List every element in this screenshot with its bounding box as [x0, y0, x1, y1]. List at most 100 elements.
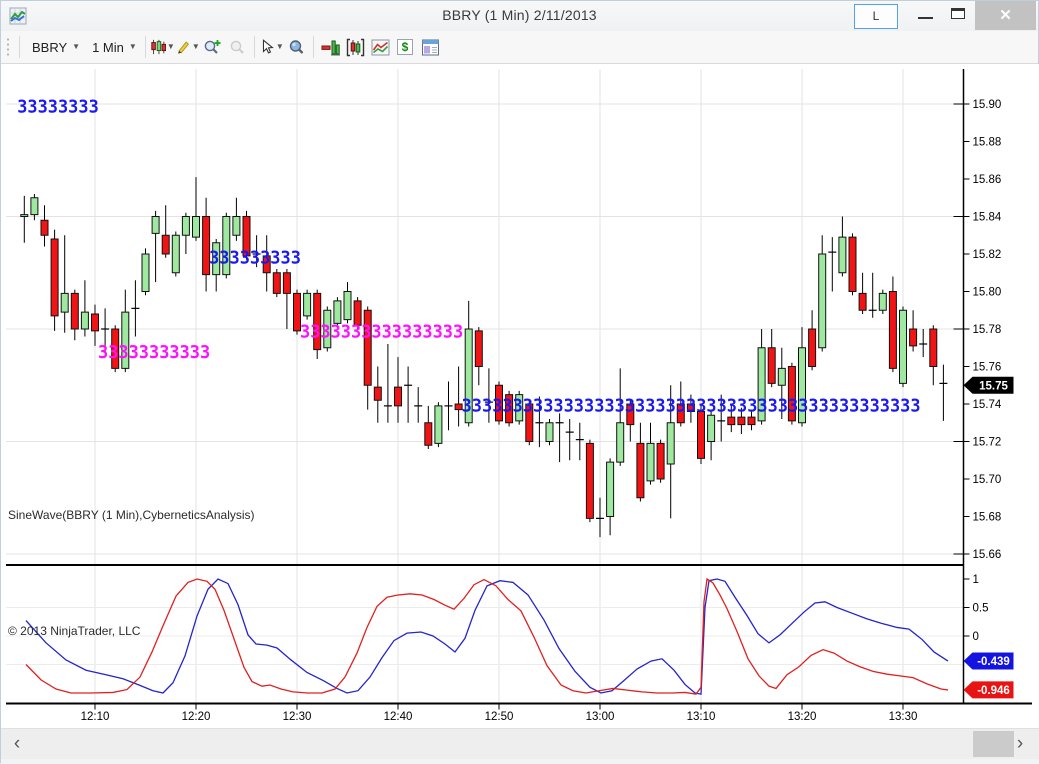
sine-value-badge	[963, 652, 1014, 670]
candle	[161, 205, 170, 258]
candle	[262, 235, 271, 292]
candle	[899, 306, 907, 388]
gridlines	[6, 69, 964, 704]
candle	[181, 212, 190, 254]
candle	[585, 439, 594, 523]
chart-area: 33333333 33333333333 333333333 333333333333…	[1, 64, 1039, 728]
cursor-button[interactable]: ▼	[259, 35, 284, 60]
minimize-icon	[918, 17, 933, 19]
interval-dropdown[interactable]: 1 Min ▼	[84, 37, 141, 58]
chart-trader-button[interactable]	[343, 35, 368, 60]
instrument-label: BBRY	[32, 39, 68, 55]
chart-trader-icon	[346, 38, 365, 56]
candle	[515, 390, 524, 425]
interval-label: 1 Min	[92, 39, 124, 55]
lead-sine-value-badge	[963, 681, 1014, 699]
y-axis-label: 15.76	[973, 362, 1002, 374]
candle	[858, 272, 867, 314]
candle	[474, 327, 483, 386]
candle	[626, 400, 635, 442]
chart-window-button[interactable]	[368, 35, 393, 60]
magnifier-icon	[289, 39, 304, 54]
candle	[919, 329, 928, 358]
scrollbar-thumb[interactable]	[973, 731, 1014, 757]
candle	[212, 239, 221, 292]
chart-style-button[interactable]: ▼	[150, 35, 175, 60]
svg-text:15.75: 15.75	[979, 380, 1008, 392]
y-axis-label: 15.90	[973, 99, 1002, 111]
candle	[151, 210, 160, 283]
candle	[596, 497, 604, 538]
candle	[545, 419, 554, 446]
candle	[535, 396, 544, 448]
candle	[303, 289, 312, 320]
account-dollar-button[interactable]: $	[393, 35, 418, 60]
zoom-out-button[interactable]	[225, 35, 250, 60]
indicators-button[interactable]	[318, 35, 343, 60]
x-axis-label: 13:00	[586, 711, 615, 723]
horizontal-scrollbar[interactable]: ‹ ›	[1, 728, 1039, 760]
signal-marker-chain: 3333333333333333333333333333333333333333…	[462, 396, 921, 416]
candle	[111, 325, 120, 373]
maximize-button[interactable]	[945, 1, 973, 30]
close-button[interactable]: ✕	[975, 1, 1036, 30]
candle	[939, 364, 948, 421]
y-axis-label: 15.68	[973, 512, 1002, 524]
candle	[313, 289, 322, 359]
candle	[555, 413, 564, 463]
svg-text:$: $	[402, 40, 409, 54]
instrument-dropdown[interactable]: BBRY ▼	[24, 37, 84, 58]
chevron-down-icon: ▼	[128, 42, 137, 51]
candle	[141, 248, 150, 296]
magnify-button[interactable]	[284, 35, 309, 60]
candle	[929, 325, 938, 386]
zoom-in-button[interactable]	[200, 35, 225, 60]
toolbar: BBRY ▼ 1 Min ▼ ▼ ▼	[1, 31, 1038, 64]
candle	[282, 269, 291, 329]
chart-canvas[interactable]: 3333333333333333333333333333333333333333…	[1, 64, 1039, 728]
candle	[454, 366, 463, 427]
y-axis-label: 0.5	[973, 603, 989, 615]
candle	[40, 205, 49, 247]
candle	[171, 231, 180, 277]
x-axis-label: 13:30	[889, 711, 918, 723]
scroll-right-button[interactable]: ›	[1016, 733, 1024, 754]
minimize-button[interactable]	[911, 1, 939, 30]
candle	[505, 390, 514, 427]
chevron-down-icon: ▼	[275, 42, 284, 51]
toolbar-grip-handle[interactable]	[6, 37, 10, 57]
last-price-badge	[963, 376, 1014, 394]
candle	[272, 269, 281, 298]
scroll-left-button[interactable]: ‹	[13, 733, 21, 754]
candle	[666, 385, 675, 519]
chevron-down-icon: ▼	[72, 42, 81, 51]
data-grid-button[interactable]	[418, 35, 443, 60]
link-button[interactable]: L	[854, 4, 898, 29]
zoom-out-icon	[230, 40, 244, 54]
candle	[707, 411, 716, 461]
y-axis-label: 15.78	[973, 324, 1002, 336]
window-title: BBRY (1 Min) 2/11/2013	[442, 7, 597, 23]
toolbar-separator	[312, 36, 314, 58]
y-axis-label: 15.70	[973, 474, 1002, 486]
y-axis-label: 15.86	[973, 174, 1002, 186]
candle	[616, 368, 625, 466]
candle	[121, 289, 130, 373]
x-axis-label: 12:50	[485, 711, 514, 723]
window-border	[1, 759, 1039, 764]
candle	[888, 276, 897, 373]
signal-markers: 3333333333333333333333333333333333333333…	[17, 97, 920, 416]
candle	[131, 280, 140, 337]
title-bar[interactable]: BBRY (1 Min) 2/11/2013 L ✕	[1, 1, 1038, 32]
candle	[464, 300, 473, 427]
drawing-tools-button[interactable]: ▼	[175, 35, 200, 60]
candle	[394, 357, 402, 423]
zoom-in-icon	[204, 39, 221, 54]
pencil-icon	[177, 41, 189, 54]
candle	[848, 233, 857, 296]
candle	[525, 400, 534, 446]
x-axis-label: 12:40	[384, 711, 413, 723]
cursor-arrow-icon	[262, 39, 274, 54]
signal-marker-chain: 33333333333	[98, 343, 210, 363]
candle	[838, 216, 847, 277]
